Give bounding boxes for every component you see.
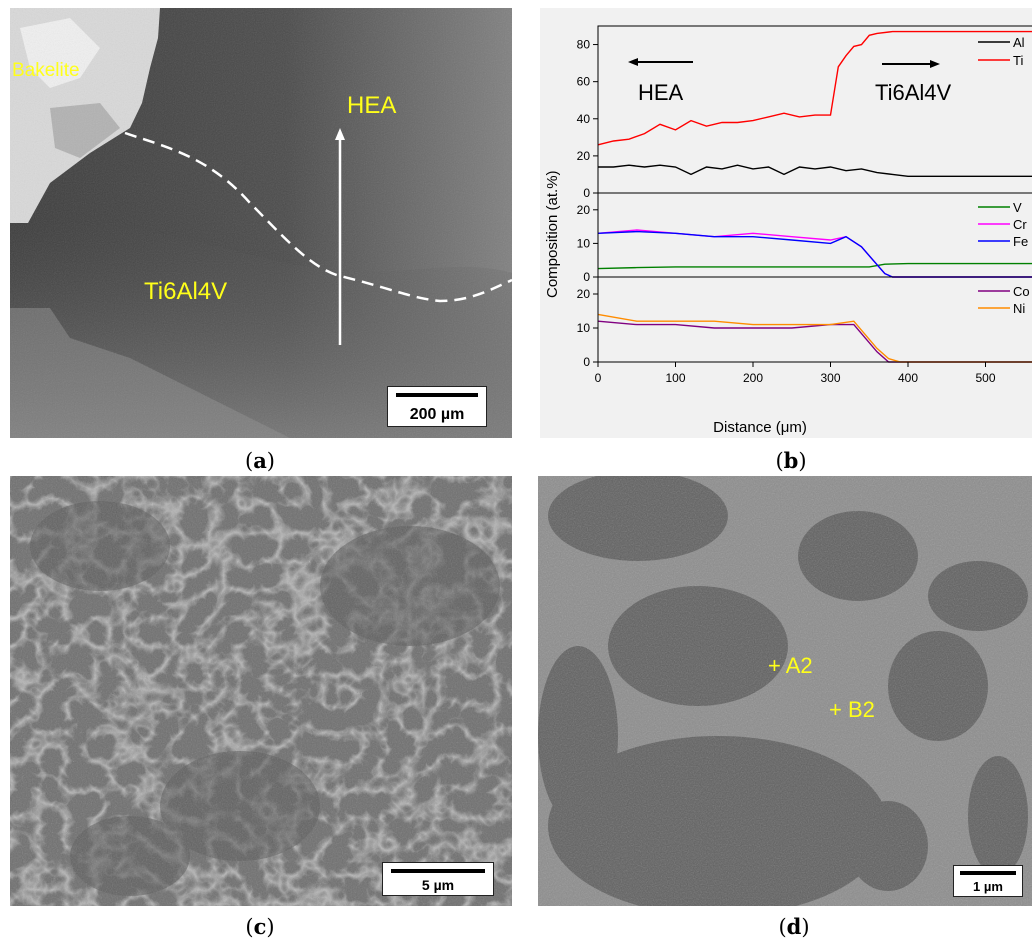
panel-a-sem-image: Bakelite HEA Ti6Al4V 200 µm [10,8,512,438]
legend-label-ni: Ni [1013,301,1025,316]
ti6al4v-label: Ti6Al4V [144,278,228,305]
series-line-co [597,320,1032,363]
hea-label: HEA [347,92,397,119]
x-tick-label: 200 [743,371,763,385]
legend-label-cr: Cr [1013,217,1027,232]
caption-b: (b) [775,448,807,473]
series-line-fe [597,230,1032,278]
series-line-ni [597,313,1032,363]
subplot-frame-1 [597,192,1032,278]
y-tick-label: 10 [577,236,591,250]
panel-d-sem-image: + A2 + B2 1 µm [538,476,1032,906]
legend-label-v: V [1013,200,1022,215]
x-tick-label: 0 [595,371,602,385]
arrow-right [882,60,940,68]
y-tick-label: 0 [583,186,590,200]
annotation-hea: HEA [638,80,684,105]
series-line-ti [597,30,1032,146]
x-tick-label: 500 [975,371,995,385]
caption-d: (d) [778,914,810,939]
y-axis-title: Composition (at.%) [544,170,561,298]
y-tick-label: 80 [577,38,591,52]
legend-label-ti: Ti [1013,53,1023,68]
x-axis-title: Distance (μm) [713,419,807,436]
x-tick-label: 300 [820,371,840,385]
y-tick-label: 20 [577,149,591,163]
legend-label-fe: Fe [1013,234,1028,249]
y-tick-label: 60 [577,75,591,89]
annotation-ti6al4v: Ti6Al4V [875,80,952,105]
legend-label-co: Co [1013,284,1030,299]
panel-d-micrograph [538,476,1032,906]
x-tick-label: 100 [665,371,685,385]
y-tick-label: 10 [577,321,591,335]
y-tick-label: 20 [577,203,591,217]
subplot-frame-0 [597,25,1032,194]
y-tick-label: 20 [577,287,591,301]
y-tick-label: 0 [583,355,590,369]
interface-dashed-line [124,131,512,303]
scale-bar-d: 1 µm [953,865,1023,897]
y-tick-label: 40 [577,112,591,126]
scale-bar-a: 200 µm [387,386,487,427]
legend-label-al: Al [1013,35,1025,50]
caption-c: (c) [245,914,275,939]
x-tick-label: 400 [898,371,918,385]
panel-a-micrograph [10,8,512,438]
marker-a2: + A2 [768,653,813,678]
series-line-v [597,262,1032,270]
y-tick-label: 0 [583,270,590,284]
scale-bar-c: 5 µm [382,862,494,896]
panel-c-micrograph [10,476,512,906]
panel-c-sem-image: 5 µm [10,476,512,906]
series-line-al [598,164,1032,177]
arrow-left [628,58,693,66]
bakelite-label: Bakelite [12,60,80,81]
subplot-frame-2 [597,276,1032,363]
series-line-cr [597,229,1032,278]
panel-b-composition-chart: 0 20 40 60 80 0 10 20 0 10 20 0 100 200 300 400 500 Al Ti… [540,8,1032,438]
caption-a: (a) [244,448,275,473]
marker-b2: + B2 [829,697,875,722]
